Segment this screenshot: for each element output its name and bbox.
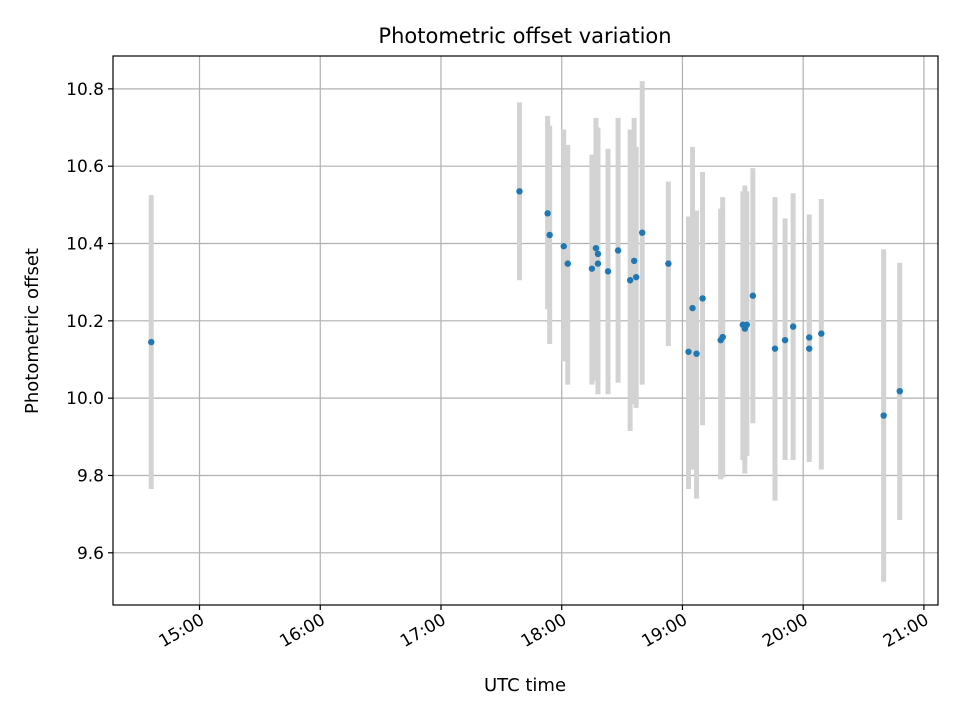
data-point — [148, 338, 155, 346]
data-point — [594, 250, 602, 258]
data-point — [685, 348, 692, 355]
data-point — [689, 304, 696, 312]
data-point — [592, 244, 600, 252]
data-point — [516, 188, 523, 195]
data-point — [806, 334, 813, 341]
data-point — [789, 323, 797, 330]
y-tick-label: 9.6 — [77, 544, 104, 564]
data-point — [771, 345, 779, 352]
data-point — [699, 295, 706, 302]
y-tick-label: 10.4 — [66, 235, 104, 255]
x-axis-label: UTC time — [484, 675, 566, 696]
plot-frame — [112, 55, 939, 606]
y-tick-label: 10.8 — [66, 80, 104, 100]
data-point — [630, 257, 638, 265]
data-point — [693, 350, 700, 357]
data-points — [148, 188, 903, 419]
data-point — [719, 333, 726, 341]
data-point — [781, 336, 789, 344]
y-axis-ticks: 9.6 9.8 10.0 10.2 10.4 10.6 10.8 — [66, 80, 113, 564]
data-point — [588, 265, 596, 272]
data-point — [632, 273, 640, 281]
data-point — [614, 247, 622, 254]
data-point — [896, 387, 903, 395]
data-point — [743, 321, 751, 328]
data-point — [544, 210, 551, 217]
y-tick-label: 10.2 — [66, 312, 104, 332]
y-axis-label: Photometric offset — [22, 248, 43, 414]
data-point — [806, 345, 813, 352]
grid — [113, 56, 938, 605]
data-point — [880, 412, 887, 419]
data-point — [546, 231, 553, 239]
data-point — [560, 243, 567, 250]
data-point — [564, 260, 571, 267]
data-point — [626, 277, 634, 284]
data-point — [604, 268, 612, 275]
y-tick-label: 10.6 — [66, 157, 104, 177]
y-tick-label: 10.0 — [66, 389, 104, 409]
data-point — [818, 330, 825, 337]
data-point — [749, 292, 757, 299]
chart-title: Photometric offset variation — [378, 24, 671, 48]
data-point — [665, 260, 672, 267]
data-point — [594, 260, 602, 267]
y-tick-label: 9.8 — [77, 466, 104, 486]
data-point — [639, 229, 646, 236]
